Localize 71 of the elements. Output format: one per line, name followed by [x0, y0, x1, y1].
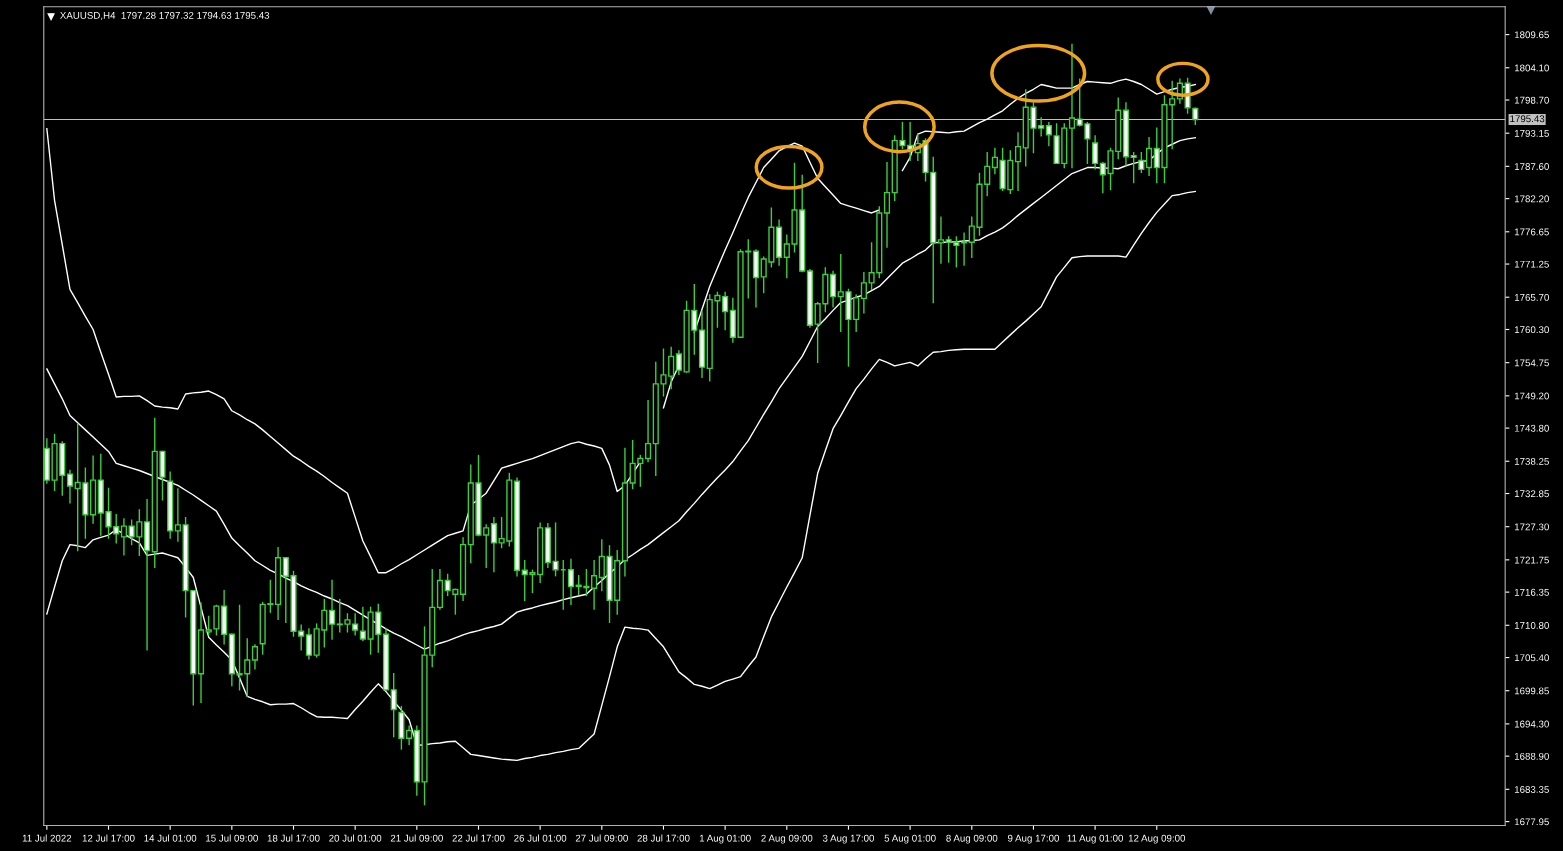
x-tick-label: 9 Aug 17:00: [1007, 834, 1060, 844]
candlestick: [883, 162, 891, 248]
x-tick-label: 27 Jul 09:00: [575, 834, 628, 842]
y-tick-label: 1677.95: [1514, 818, 1549, 826]
candlestick: [1068, 43, 1076, 169]
x-tick-label: 8 Aug 09:00: [946, 834, 998, 844]
y-tick-label: 1688.90: [1514, 752, 1549, 760]
y-tick-label: 1782.20: [1514, 195, 1549, 203]
y-tick-label: 1787.60: [1514, 163, 1549, 170]
candlestick: [567, 558, 575, 606]
x-tick-label: 28 Jul 17:00: [637, 834, 690, 842]
candlestick: [328, 579, 336, 640]
candlestick: [960, 232, 968, 266]
candlestick: [860, 272, 867, 314]
candlestick: [120, 518, 128, 556]
candlestick: [1014, 132, 1022, 191]
y-tick-label: 1765.70: [1514, 293, 1549, 301]
candlestick: [390, 672, 397, 738]
x-tick-label: 18 Jul 17:00: [267, 834, 320, 842]
y-tick-label: 1749.20: [1514, 392, 1549, 400]
line-series: [46, 136, 1197, 650]
candlestick: [1145, 136, 1153, 177]
y-tick-label: 1699.85: [1514, 687, 1549, 695]
y-tick-label: 1683.35: [1514, 786, 1549, 793]
ref-line-label: 1795.43: [1510, 115, 1545, 123]
y-tick-label: 1694.30: [1514, 720, 1549, 728]
y-tick-label: 1743.80: [1514, 424, 1549, 432]
x-tick-label: 11 Jul 2022: [22, 834, 72, 842]
x-tick-label: 1 Aug 01:00: [699, 834, 751, 844]
y-tick-label: 1705.40: [1514, 654, 1549, 662]
y-tick-label: 1804.10: [1514, 64, 1549, 72]
x-tick-label: 22 Jul 17:00: [452, 834, 505, 842]
candlestick: [937, 216, 945, 264]
candlestick: [1138, 151, 1145, 174]
candlestick: [829, 270, 837, 308]
y-tick-label: 1771.25: [1514, 260, 1549, 268]
x-tick-label: 12 Aug 09:00: [1128, 834, 1186, 844]
candlestick: [644, 399, 652, 463]
y-tick-label: 1798.70: [1514, 96, 1549, 104]
candlestick: [66, 469, 74, 504]
candlestick: [1130, 151, 1137, 184]
candlestick: [490, 517, 497, 573]
x-tick-label: 2 Aug 09:00: [761, 834, 813, 844]
y-tick-label: 1732.85: [1514, 490, 1549, 498]
y-tick-label: 1738.25: [1514, 457, 1549, 465]
candlestick: [251, 644, 259, 670]
x-tick-label: 12 Jul 17:00: [82, 834, 135, 842]
candlestick: [305, 628, 312, 660]
candlestick: [174, 488, 181, 542]
y-tick-label: 1710.80: [1514, 622, 1549, 629]
y-tick-label: 1754.75: [1514, 359, 1549, 367]
x-tick-label: 14 Jul 01:00: [144, 834, 197, 842]
x-tick-label: 26 Jul 01:00: [514, 834, 567, 842]
x-tick-label: 15 Jul 09:00: [206, 834, 258, 842]
x-tick-label: 5 Aug 01:00: [884, 834, 936, 844]
x-tick-label: 20 Jul 01:00: [329, 834, 382, 842]
x-tick-label: 21 Jul 09:00: [390, 834, 443, 842]
candlestick: [675, 350, 682, 376]
candlestick: [591, 560, 598, 610]
x-tick-label: 3 Aug 17:00: [822, 834, 875, 844]
y-tick-label: 1721.75: [1514, 556, 1549, 564]
y-tick-label: 1727.30: [1514, 523, 1549, 531]
chart-title: XAUUSD,H4 1797.28 1797.32 1794.63 1795.43: [60, 11, 270, 21]
candlestick: [1045, 122, 1052, 147]
y-tick-label: 1760.30: [1514, 326, 1549, 334]
candlestick: [991, 147, 998, 175]
y-tick-label: 1793.15: [1514, 129, 1549, 137]
y-tick-label: 1776.65: [1514, 228, 1549, 236]
y-tick-label: 1809.65: [1514, 31, 1549, 39]
y-tick-label: 1716.35: [1514, 588, 1549, 596]
x-tick-label: 11 Aug 01:00: [1067, 834, 1124, 844]
